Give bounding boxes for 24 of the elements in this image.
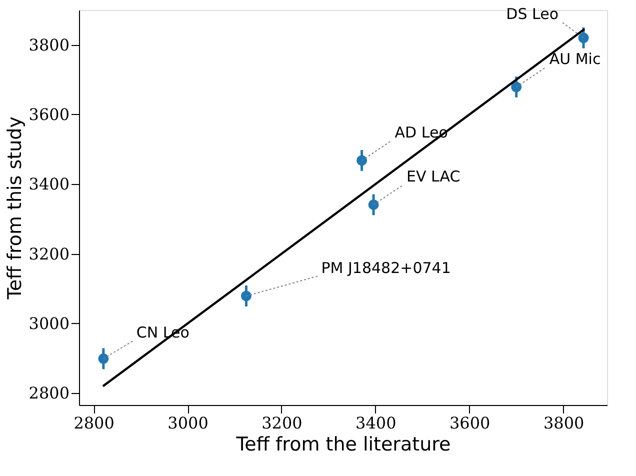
- y-tick-label: 2800: [28, 384, 70, 403]
- y-tick-label: 3800: [28, 35, 70, 54]
- point: [98, 353, 109, 364]
- point: [578, 32, 589, 44]
- annotation: DS Leo: [506, 4, 559, 23]
- y-tick-label: 3000: [28, 314, 70, 333]
- annotation: EV LAC: [406, 168, 460, 186]
- x-tick-label: 3800: [543, 414, 584, 432]
- x-axis-title: Teff from the literature: [235, 434, 451, 456]
- point: [356, 155, 368, 166]
- x-tick-label: 3600: [450, 414, 490, 432]
- y-tick-label: 3200: [28, 244, 70, 264]
- y-tick-label: 3600: [28, 104, 70, 124]
- annotation: PM J18482+0741: [321, 258, 451, 277]
- x-tick-label: 3200: [262, 414, 302, 432]
- x-tick-label: 2800: [74, 414, 114, 432]
- y-tick-label: 3400: [28, 174, 70, 194]
- point: [240, 290, 252, 302]
- point: [511, 82, 522, 92]
- point: [368, 199, 379, 210]
- x-tick-label: 3000: [168, 414, 208, 432]
- annotation: AU Mic: [549, 50, 601, 68]
- x-tick-label: 3400: [356, 414, 396, 432]
- y-axis-title: Teff from this study: [4, 116, 26, 300]
